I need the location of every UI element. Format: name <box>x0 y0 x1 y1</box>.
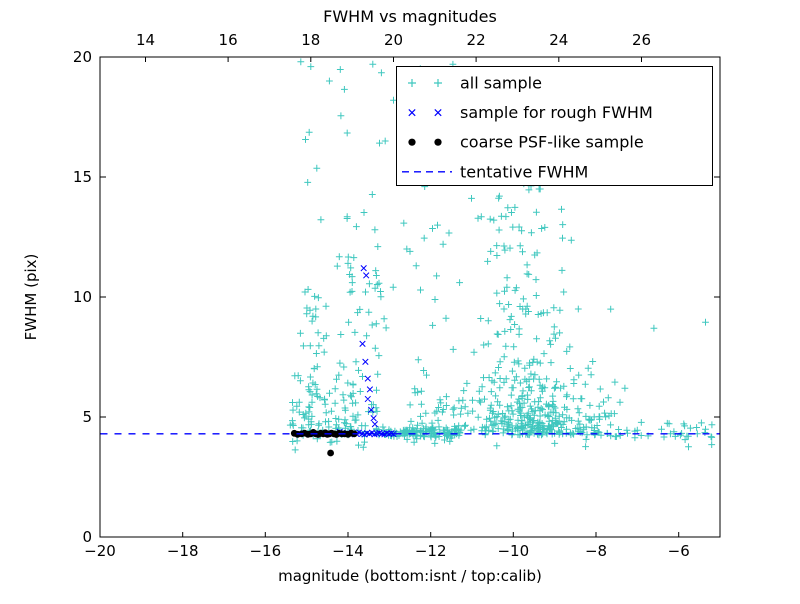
legend: all sample sample for rough FWHM coarse PS… <box>396 66 713 186</box>
y-tick-label: 5 <box>82 408 92 426</box>
x-tick-label-top: 16 <box>219 31 238 49</box>
legend-x-marker <box>434 108 442 117</box>
legend-entry: coarse PSF-like sample <box>408 133 644 152</box>
legend-entry: all sample <box>408 74 542 93</box>
x-tick-label-top: 18 <box>301 31 320 49</box>
legend-plus-marker <box>408 79 416 87</box>
y-tick-label: 0 <box>82 528 92 546</box>
legend-label: coarse PSF-like sample <box>460 133 644 152</box>
chart-title: FWHM vs magnitudes <box>323 7 497 26</box>
x-tick-label-bottom: −6 <box>668 542 690 560</box>
legend-label: tentative FWHM <box>460 162 588 181</box>
legend-entry: sample for rough FWHM <box>408 103 653 122</box>
x-tick-label-bottom: −14 <box>332 542 364 560</box>
x-tick-label-bottom: −20 <box>84 542 116 560</box>
x-axis-label: magnitude (bottom:isnt / top:calib) <box>278 567 542 585</box>
legend-box <box>396 66 713 186</box>
legend-dot-marker <box>408 138 416 146</box>
legend-dot-marker <box>434 138 442 146</box>
y-tick-label: 20 <box>73 48 92 66</box>
legend-entry: tentative FWHM <box>402 162 588 181</box>
x-tick-label-bottom: −18 <box>167 542 199 560</box>
legend-label: sample for rough FWHM <box>460 103 653 122</box>
x-tick-label-top: 22 <box>467 31 486 49</box>
x-tick-label-top: 24 <box>549 31 568 49</box>
x-tick-label-top: 26 <box>632 31 651 49</box>
x-tick-label-top: 20 <box>384 31 403 49</box>
x-tick-label-bottom: −8 <box>585 542 607 560</box>
x-tick-label-bottom: −16 <box>249 542 281 560</box>
legend-x-marker <box>408 108 416 117</box>
y-tick-label: 10 <box>73 288 92 306</box>
x-tick-label-bottom: −12 <box>415 542 447 560</box>
y-axis-label: FWHM (pix) <box>22 254 40 341</box>
legend-label: all sample <box>460 74 542 93</box>
x-tick-label-top: 14 <box>136 31 155 49</box>
y-tick-label: 15 <box>73 168 92 186</box>
x-tick-label-bottom: −10 <box>497 542 529 560</box>
series-all-sample <box>286 58 716 454</box>
ticks-layer: −20 −18 −16 −14 −12 −10 −8 −6 14 16 18 20 22 24 26 0 5 10… <box>73 31 720 560</box>
legend-plus-marker <box>434 79 442 87</box>
data-point <box>327 449 334 457</box>
